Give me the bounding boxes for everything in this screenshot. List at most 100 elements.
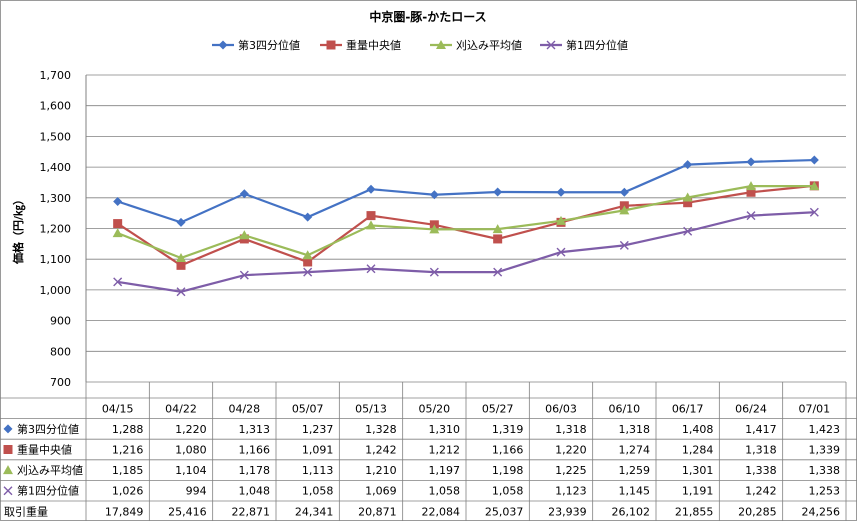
data-point xyxy=(239,230,250,240)
y-tick-label: 1,100 xyxy=(40,253,72,266)
legend-label: 重量中央値 xyxy=(346,38,401,52)
table-cell: 1,319 xyxy=(492,423,524,436)
data-point xyxy=(493,267,503,277)
table-cell: 23,939 xyxy=(548,505,587,518)
table-cell: 22,084 xyxy=(422,505,461,518)
x-tick-label: 05/07 xyxy=(292,402,324,415)
table-cell: 1,216 xyxy=(112,444,144,457)
legend-marker xyxy=(546,40,556,50)
table-cell: 1,338 xyxy=(809,464,841,477)
table-cell: 1,191 xyxy=(682,485,714,498)
table-cell: 1,069 xyxy=(365,485,397,498)
table-cell: 1,225 xyxy=(555,464,587,477)
legend-marker xyxy=(218,40,228,50)
table-cell: 1,220 xyxy=(555,444,587,457)
data-point xyxy=(556,215,566,225)
x-tick-label: 06/17 xyxy=(672,402,704,415)
table-cell: 1,145 xyxy=(619,485,651,498)
data-point xyxy=(176,260,186,270)
x-tick-label: 06/24 xyxy=(735,402,767,415)
data-point xyxy=(683,160,693,170)
table-cell: 1,408 xyxy=(682,423,714,436)
data-point xyxy=(493,187,503,197)
legend-label: 第1四分位値 xyxy=(566,38,628,52)
data-point xyxy=(113,277,123,287)
table-cell: 1,104 xyxy=(175,464,207,477)
table-cell: 1,318 xyxy=(745,444,777,457)
table-cell: 1,123 xyxy=(555,485,587,498)
table-cell: 1,423 xyxy=(809,423,841,436)
legend-entry: 第1四分位値 xyxy=(540,38,628,52)
table-cell: 1,220 xyxy=(175,423,207,436)
table-cell: 1,237 xyxy=(302,423,334,436)
table-cell: 1,301 xyxy=(682,464,714,477)
table-row-label: 第3四分位値 xyxy=(17,422,79,436)
table-cell: 1,288 xyxy=(112,423,144,436)
x-tick-label: 06/10 xyxy=(608,402,640,415)
table-cell: 1,166 xyxy=(492,444,524,457)
y-axis-label: 価格（円/㎏） xyxy=(11,194,26,265)
data-point xyxy=(492,224,503,234)
table-legend-key xyxy=(3,445,13,454)
table-legend-key xyxy=(3,465,13,475)
data-point xyxy=(746,157,756,167)
table-cell: 1,091 xyxy=(302,444,334,457)
table-cell: 1,284 xyxy=(682,444,714,457)
data-point xyxy=(556,187,566,197)
table-cell: 1,274 xyxy=(619,444,651,457)
x-tick-label: 04/15 xyxy=(102,402,134,415)
table-cell: 1,417 xyxy=(745,423,777,436)
table-cell: 1,339 xyxy=(809,444,841,457)
data-point xyxy=(619,187,629,197)
series-line xyxy=(117,158,815,224)
data-point xyxy=(366,220,376,230)
legend-marker xyxy=(326,40,336,50)
y-tick-label: 1,300 xyxy=(40,192,72,205)
data-point xyxy=(366,264,376,274)
data-point xyxy=(683,198,693,208)
data-point xyxy=(746,181,756,191)
data-point xyxy=(303,267,313,277)
table-row-label: 第1四分位値 xyxy=(17,484,79,498)
chart-title: 中京圏-豚-かたロース xyxy=(369,9,486,24)
table-cell: 1,310 xyxy=(429,423,461,436)
table-cell: 24,341 xyxy=(295,505,334,518)
table-cell: 24,256 xyxy=(802,505,841,518)
y-tick-label: 700 xyxy=(50,376,71,389)
data-point xyxy=(619,240,629,250)
table-cell: 1,197 xyxy=(429,464,461,477)
data-point xyxy=(176,252,186,262)
data-point xyxy=(746,187,756,197)
table-legend-key xyxy=(3,486,13,496)
data-point xyxy=(176,287,186,297)
table-cell: 1,328 xyxy=(365,423,397,436)
table-cell: 1,212 xyxy=(429,444,461,457)
data-point xyxy=(429,267,439,277)
data-point xyxy=(746,211,756,221)
data-point xyxy=(493,234,503,244)
x-tick-label: 05/20 xyxy=(418,402,450,415)
table-cell: 1,198 xyxy=(492,464,524,477)
series-3 xyxy=(112,181,820,262)
table-cell: 994 xyxy=(186,485,207,498)
table-cell: 1,058 xyxy=(429,485,461,498)
data-point xyxy=(239,189,249,199)
y-tick-label: 1,400 xyxy=(40,161,72,174)
legend-entry: 刈込み平均値 xyxy=(430,39,522,52)
table-cell: 25,037 xyxy=(485,505,524,518)
table-cell: 1,113 xyxy=(302,464,334,477)
table-legend-key xyxy=(3,424,13,434)
x-tick-label: 04/22 xyxy=(165,402,197,415)
y-tick-label: 1,600 xyxy=(40,100,72,113)
series-1 xyxy=(113,155,819,227)
data-point xyxy=(809,207,819,217)
legend-label: 刈込み平均値 xyxy=(456,39,522,52)
data-point xyxy=(303,212,313,222)
x-tick-label: 05/27 xyxy=(482,402,514,415)
table-cell: 22,871 xyxy=(232,505,271,518)
data-point xyxy=(809,155,819,165)
data-point xyxy=(112,228,123,238)
table-cell: 1,026 xyxy=(112,485,144,498)
table-cell: 20,871 xyxy=(358,505,397,518)
table-cell: 1,242 xyxy=(365,444,397,457)
